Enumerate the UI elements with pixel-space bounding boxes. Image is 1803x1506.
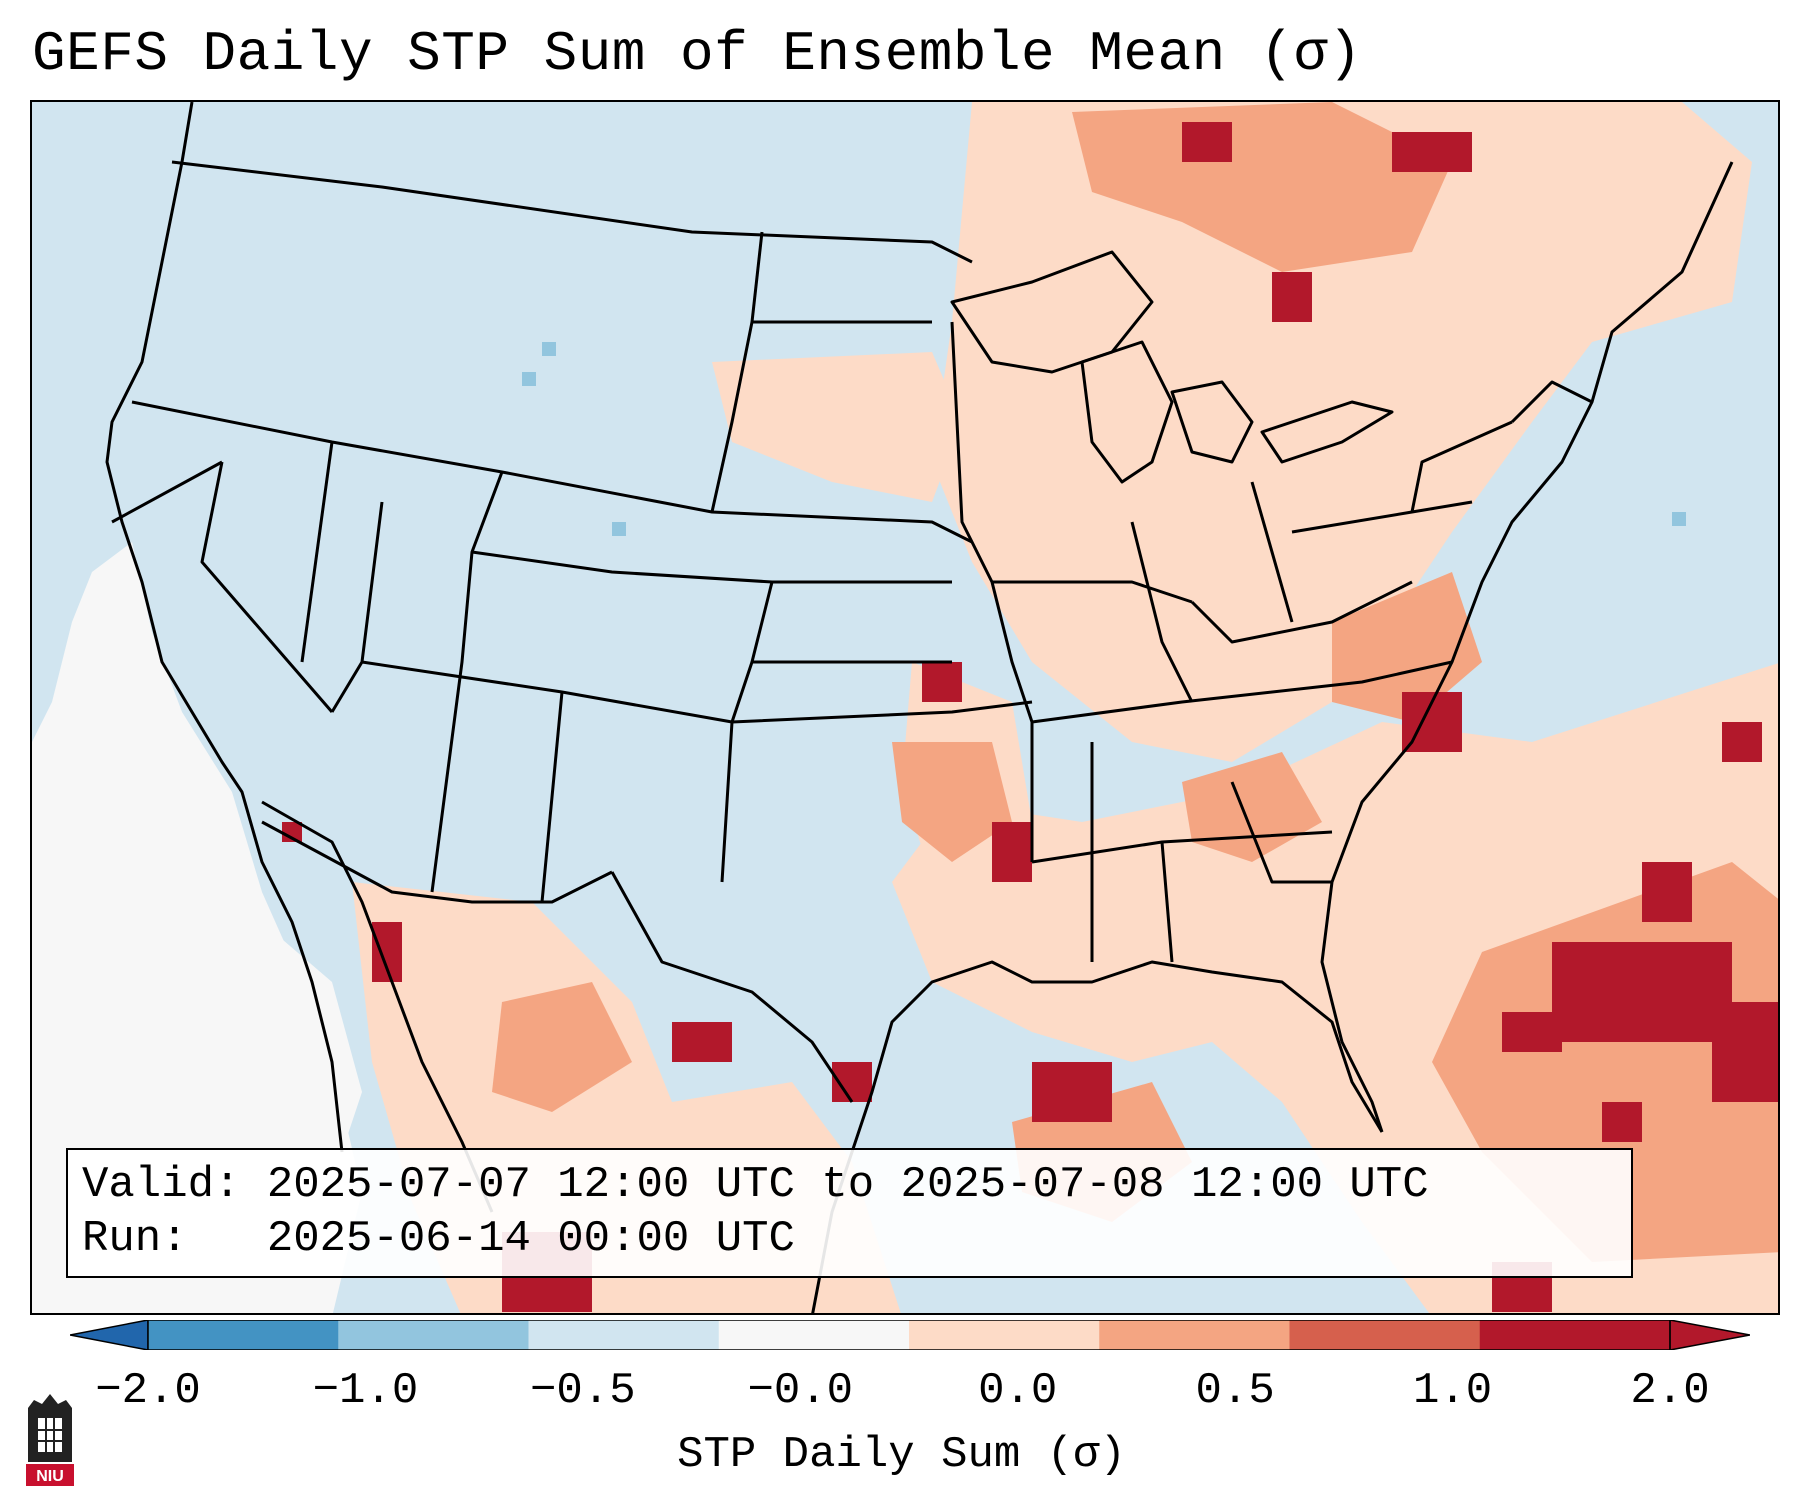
- neutral-area-pacific: [92, 1052, 182, 1162]
- colorbar-segment: [1289, 1320, 1481, 1350]
- colorbar-tick-label: 0.0: [978, 1366, 1058, 1416]
- colorbar-segment: [148, 1320, 339, 1350]
- validity-info-box: Valid: 2025-07-07 12:00 UTC to 2025-07-0…: [66, 1148, 1633, 1278]
- colorbar: [70, 1320, 1750, 1350]
- colorbar-outline: [147, 1320, 1671, 1350]
- niu-castle-logo: NIU: [26, 1394, 74, 1486]
- colorbar-extend-high: [1669, 1320, 1750, 1350]
- neutral-area-baja: [232, 922, 362, 1202]
- colorbar-segment: [338, 1320, 529, 1350]
- coastlines-and-borders: [105, 102, 1734, 1313]
- colorbar-segment: [1099, 1320, 1290, 1350]
- run-time-text: Run: 2025-06-14 00:00 UTC: [82, 1214, 795, 1264]
- colorbar-extend-low: [70, 1320, 149, 1350]
- colorbar-tick-label: −1.0: [312, 1366, 419, 1416]
- colorbar-segment: [1479, 1320, 1671, 1350]
- map-panel[interactable]: [30, 100, 1780, 1315]
- logo-text: NIU: [36, 1468, 64, 1485]
- colorbar-tick-label: −0.0: [747, 1366, 854, 1416]
- chart-title: GEFS Daily STP Sum of Ensemble Mean (σ): [32, 22, 1363, 86]
- colorbar-tick-label: −2.0: [95, 1366, 201, 1416]
- colorbar-segment: [718, 1320, 910, 1350]
- colorbar-tick-label: 0.5: [1195, 1366, 1275, 1416]
- neutral-area-corner: [32, 1252, 332, 1313]
- negative-anomaly-specks: [522, 342, 1686, 536]
- valid-time-text: Valid: 2025-07-07 12:00 UTC to 2025-07-0…: [82, 1160, 1429, 1210]
- stp-map: [32, 102, 1778, 1313]
- colorbar-tick-label: −0.5: [530, 1366, 636, 1416]
- colorbar-label: STP Daily Sum (σ): [677, 1430, 1126, 1480]
- positive-anomaly-strong: [282, 122, 1778, 1312]
- colorbar-segment: [528, 1320, 720, 1350]
- colorbar-tick-label: 1.0: [1412, 1366, 1493, 1416]
- colorbar-segments: [148, 1320, 1671, 1350]
- colorbar-segment: [909, 1320, 1100, 1350]
- colorbar-tick-label: 2.0: [1630, 1366, 1710, 1416]
